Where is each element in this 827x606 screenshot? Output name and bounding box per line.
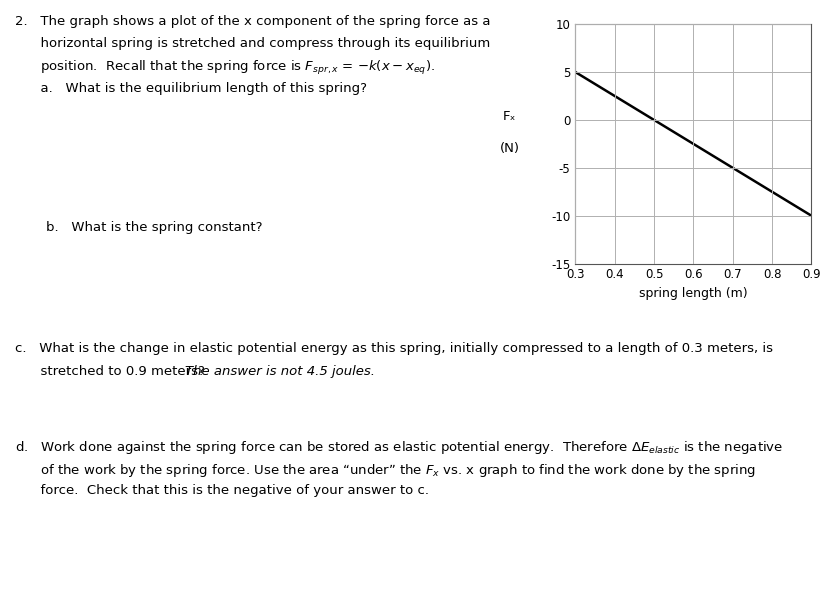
Text: b.   What is the spring constant?: b. What is the spring constant? (45, 221, 261, 234)
Text: The answer is not 4.5 joules.: The answer is not 4.5 joules. (15, 365, 375, 378)
Text: d.   Work done against the spring force can be stored as elastic potential energ: d. Work done against the spring force ca… (15, 439, 782, 456)
Text: a.   What is the equilibrium length of this spring?: a. What is the equilibrium length of thi… (15, 82, 366, 95)
Text: position.  Recall that the spring force is $F_{spr,x}$ = $-k(x - x_{eq})$.: position. Recall that the spring force i… (15, 59, 434, 78)
Text: of the work by the spring force. Use the area “under” the $F_x$ vs. x graph to f: of the work by the spring force. Use the… (15, 462, 755, 479)
Text: force.  Check that this is the negative of your answer to c.: force. Check that this is the negative o… (15, 484, 428, 497)
Text: 2.   The graph shows a plot of the x component of the spring force as a: 2. The graph shows a plot of the x compo… (15, 15, 490, 27)
Text: c.   What is the change in elastic potential energy as this spring, initially co: c. What is the change in elastic potenti… (15, 342, 772, 355)
Text: (N): (N) (499, 142, 519, 155)
X-axis label: spring length (m): spring length (m) (638, 287, 747, 300)
Text: Fₓ: Fₓ (502, 110, 515, 123)
Text: stretched to 0.9 meters?: stretched to 0.9 meters? (15, 365, 213, 378)
Text: horizontal spring is stretched and compress through its equilibrium: horizontal spring is stretched and compr… (15, 37, 490, 50)
